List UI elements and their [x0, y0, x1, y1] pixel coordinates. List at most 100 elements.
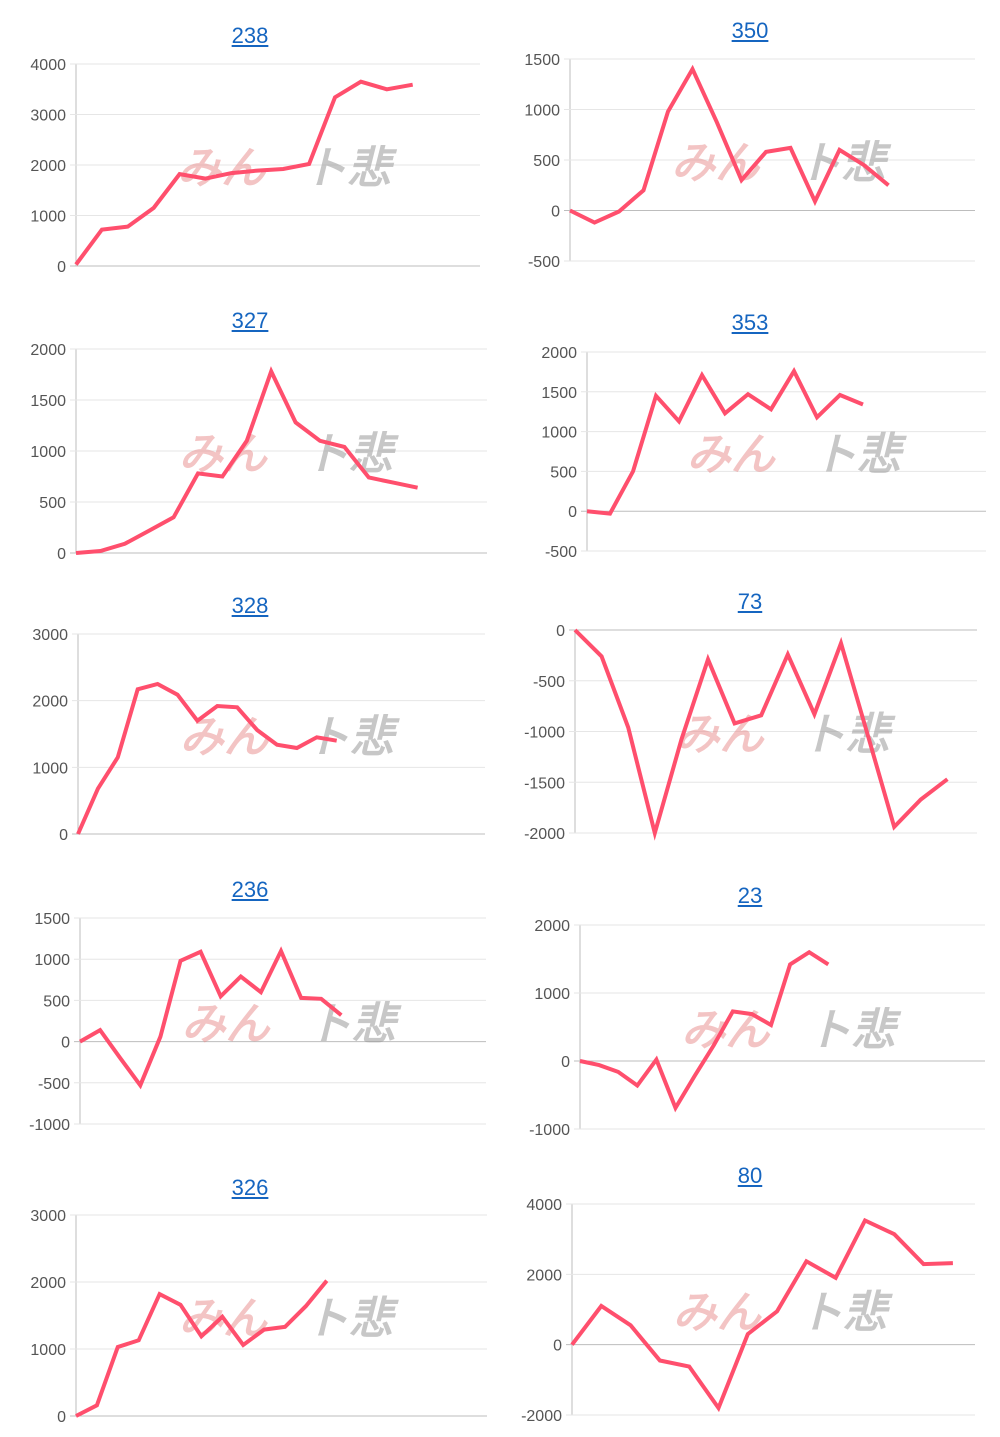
- series-line: [74, 79, 414, 266]
- y-tick-label: 1000: [32, 760, 68, 777]
- chart-328: 328 0 1000 2000 3000 みん ト悲: [32, 593, 485, 844]
- y-tick-label: 0: [57, 1409, 66, 1426]
- watermark-logo-part2: ト悲: [807, 1005, 902, 1056]
- line-chart-327: 0 500 1000 1500 2000 みん ト悲: [30, 342, 487, 563]
- y-tick-label: 2000: [541, 345, 577, 362]
- line-chart-353: -500 0 500 1000 1500 2000 みん ト悲: [541, 345, 986, 561]
- chart-title-link[interactable]: 328: [231, 593, 269, 618]
- series-line: [569, 64, 890, 225]
- chart-326: 326 0 1000 2000 3000 みん ト悲: [30, 1175, 487, 1426]
- chart-title-link[interactable]: 236: [231, 877, 269, 902]
- watermark-logo-part2: ト悲: [305, 429, 400, 480]
- y-tick-label: 1000: [34, 952, 70, 969]
- watermark-logo-part2: ト悲: [813, 430, 908, 481]
- line-chart-80: -2000 0 2000 4000 みん ト悲: [521, 1197, 975, 1425]
- y-tick-label: 3000: [32, 627, 68, 644]
- series-line: [570, 1217, 953, 1413]
- line-chart-73: -2000 -1500 -1000 -500 0 みん ト悲: [524, 623, 977, 843]
- y-tick-label: 500: [39, 495, 66, 512]
- line-chart-238: 0 1000 2000 3000 4000 みん ト悲: [30, 57, 480, 276]
- watermark-logo-part2: ト悲: [303, 143, 398, 194]
- y-tick-label: 1500: [34, 911, 70, 928]
- y-tick-label: 2000: [526, 1267, 562, 1284]
- chart-title-link[interactable]: 353: [731, 310, 769, 335]
- watermark-logo-part2: ト悲: [308, 999, 403, 1050]
- y-tick-label: 3000: [30, 108, 66, 125]
- series-line: [75, 366, 419, 555]
- chart-353: 353 -500 0 500 1000 1500 2000 みん ト悲: [500, 0, 1000, 1437]
- chart-350: 350 -500 0 500 1000 1500 みん ト悲: [500, 0, 1000, 1437]
- chart-23: 23 -1000 0 1000 2000 みん ト悲: [500, 0, 1000, 1437]
- y-tick-label: -1500: [524, 775, 565, 792]
- watermark-logo-part2: ト悲: [305, 1294, 400, 1345]
- chart-238: 238 0 1000 2000 3000 4000 みん ト悲: [30, 23, 480, 276]
- y-tick-label: 0: [553, 1338, 562, 1355]
- y-tick-label: 1000: [541, 425, 577, 442]
- chart-title-link[interactable]: 350: [731, 18, 769, 43]
- y-tick-label: 0: [59, 827, 68, 844]
- watermark-logo-part2: ト悲: [797, 138, 892, 189]
- watermark-logo-part1: みん: [676, 710, 766, 761]
- series-line: [75, 1279, 329, 1418]
- y-tick-label: 0: [551, 204, 560, 221]
- watermark-logo-part1: みん: [179, 429, 269, 480]
- series-line: [79, 946, 343, 1090]
- line-chart-326: 0 1000 2000 3000 みん ト悲: [30, 1208, 487, 1426]
- chart-80: 80 -2000 0 2000 4000 みん ト悲: [500, 0, 1000, 1437]
- y-tick-label: 1500: [524, 52, 560, 69]
- y-tick-label: -2000: [521, 1408, 562, 1425]
- watermark-logo-part1: みん: [177, 143, 267, 194]
- watermark-logo-part2: ト悲: [799, 1288, 894, 1339]
- y-tick-label: 0: [57, 259, 66, 276]
- y-tick-label: 1000: [30, 1342, 66, 1359]
- y-tick-label: 1000: [30, 444, 66, 461]
- y-tick-label: 2000: [30, 158, 66, 175]
- series-line: [586, 366, 864, 516]
- watermark-logo-part1: みん: [673, 1288, 763, 1339]
- y-tick-label: 1500: [30, 393, 66, 410]
- y-tick-label: 1000: [524, 103, 560, 120]
- chart-236: 236 -1000 -500 0 500 1000 1500 みん ト悲: [29, 877, 486, 1134]
- series-line: [579, 949, 830, 1113]
- y-tick-label: 1000: [534, 986, 570, 1003]
- y-tick-label: 0: [57, 546, 66, 563]
- chart-title-link[interactable]: 73: [737, 589, 763, 614]
- y-tick-label: -500: [533, 674, 565, 691]
- y-tick-label: 4000: [526, 1197, 562, 1214]
- chart-title-link[interactable]: 238: [231, 23, 269, 48]
- y-tick-label: 2000: [30, 342, 66, 359]
- chart-title-link[interactable]: 327: [231, 308, 269, 333]
- chart-327: 327 0 500 1000 1500 2000 みん ト悲: [30, 308, 487, 563]
- chart-title-link[interactable]: 80: [737, 1163, 763, 1188]
- series-line: [573, 628, 949, 841]
- y-tick-label: -1000: [529, 1122, 570, 1139]
- line-chart-350: -500 0 500 1000 1500 みん ト悲: [524, 52, 975, 271]
- y-tick-label: 1500: [541, 385, 577, 402]
- chart-73: 73 -2000 -1500 -1000 -500 0 みん ト悲: [500, 0, 1000, 1437]
- y-tick-label: -2000: [524, 826, 565, 843]
- line-chart-236: -1000 -500 0 500 1000 1500 みん ト悲: [29, 911, 486, 1134]
- chart-title-link[interactable]: 326: [231, 1175, 269, 1200]
- y-tick-label: 0: [568, 504, 577, 521]
- y-tick-label: 500: [533, 153, 560, 170]
- watermark-logo-part1: みん: [182, 999, 272, 1050]
- chart-title-link[interactable]: 23: [737, 883, 763, 908]
- y-tick-label: 2000: [32, 694, 68, 711]
- y-tick-label: -1000: [524, 725, 565, 742]
- watermark-logo-part2: ト悲: [306, 712, 401, 763]
- y-tick-label: -500: [38, 1076, 70, 1093]
- watermark-logo-part1: みん: [687, 430, 777, 481]
- y-tick-label: 0: [61, 1035, 70, 1052]
- y-tick-label: -1000: [29, 1117, 70, 1134]
- y-tick-label: 0: [561, 1054, 570, 1071]
- y-tick-label: 500: [43, 993, 70, 1010]
- line-chart-328: 0 1000 2000 3000 みん ト悲: [32, 627, 485, 844]
- y-tick-label: 1000: [30, 209, 66, 226]
- line-chart-23: -1000 0 1000 2000 みん ト悲: [529, 918, 985, 1139]
- y-tick-label: 3000: [30, 1208, 66, 1225]
- series-line: [76, 681, 338, 835]
- y-tick-label: 0: [556, 623, 565, 640]
- watermark-logo-part2: ト悲: [802, 710, 897, 761]
- watermark-logo-part1: みん: [179, 1294, 269, 1345]
- y-tick-label: -500: [528, 254, 560, 271]
